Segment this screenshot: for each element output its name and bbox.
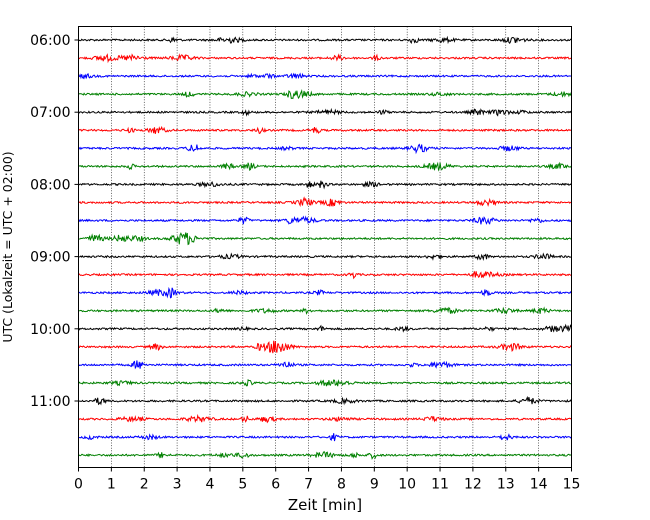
x-tick-label: 5 — [238, 477, 247, 493]
y-tick-label: 11:00 — [30, 394, 70, 410]
x-tick-label: 11 — [431, 477, 449, 493]
trace-1145 — [78, 450, 572, 460]
trace-0600 — [78, 35, 572, 45]
y-tick-label: 09:00 — [30, 250, 70, 266]
trace-1015 — [78, 340, 572, 354]
plot-frame — [78, 26, 572, 468]
trace-1130 — [78, 433, 572, 442]
x-tick-label: 14 — [530, 477, 548, 493]
x-tick-label: 1 — [107, 477, 116, 493]
trace-0700 — [78, 107, 572, 117]
x-axis-ticks: 0 1 2 3 4 5 6 7 8 9 10 11 12 13 14 15 — [74, 467, 581, 493]
seismic-traces — [78, 35, 572, 460]
y-tick-label: 07:00 — [30, 105, 70, 121]
y-axis-label: UTC (Lokalzeit = UTC + 02:00) — [0, 151, 15, 342]
x-tick-label: 15 — [563, 477, 581, 493]
trace-0845 — [78, 232, 572, 246]
x-tick-label: 12 — [464, 477, 482, 493]
trace-0715 — [78, 125, 572, 135]
vertical-gridlines — [111, 26, 539, 468]
trace-0930 — [78, 286, 572, 299]
x-tick-label: 3 — [173, 477, 182, 493]
x-tick-label: 7 — [304, 477, 313, 493]
trace-0800 — [78, 180, 572, 190]
trace-0945 — [78, 306, 572, 315]
x-tick-label: 6 — [271, 477, 280, 493]
x-tick-label: 9 — [370, 477, 379, 493]
trace-1030 — [78, 360, 572, 370]
trace-1100 — [78, 395, 572, 406]
trace-0915 — [78, 270, 572, 280]
trace-0645 — [78, 88, 572, 100]
y-tick-label: 10:00 — [30, 322, 70, 338]
x-tick-label: 10 — [398, 477, 416, 493]
x-tick-label: 8 — [337, 477, 346, 493]
x-tick-label: 0 — [74, 477, 83, 493]
trace-0745 — [78, 161, 572, 172]
x-tick-label: 13 — [497, 477, 515, 493]
x-tick-label: 4 — [206, 477, 215, 493]
trace-0730 — [78, 143, 572, 155]
trace-1045 — [78, 378, 572, 387]
y-tick-label: 06:00 — [30, 33, 70, 49]
y-axis-ticks: 06:00 07:00 08:00 09:00 10:00 11:00 — [30, 33, 79, 410]
x-tick-label: 2 — [140, 477, 149, 493]
trace-0900 — [78, 252, 572, 261]
trace-1000 — [78, 323, 572, 333]
trace-0615 — [78, 53, 572, 64]
trace-1115 — [78, 413, 572, 424]
trace-0630 — [78, 72, 572, 80]
trace-0830 — [78, 215, 572, 225]
x-axis-label: Zeit [min] — [288, 496, 362, 514]
trace-0815 — [78, 196, 572, 208]
y-tick-label: 08:00 — [30, 177, 70, 193]
